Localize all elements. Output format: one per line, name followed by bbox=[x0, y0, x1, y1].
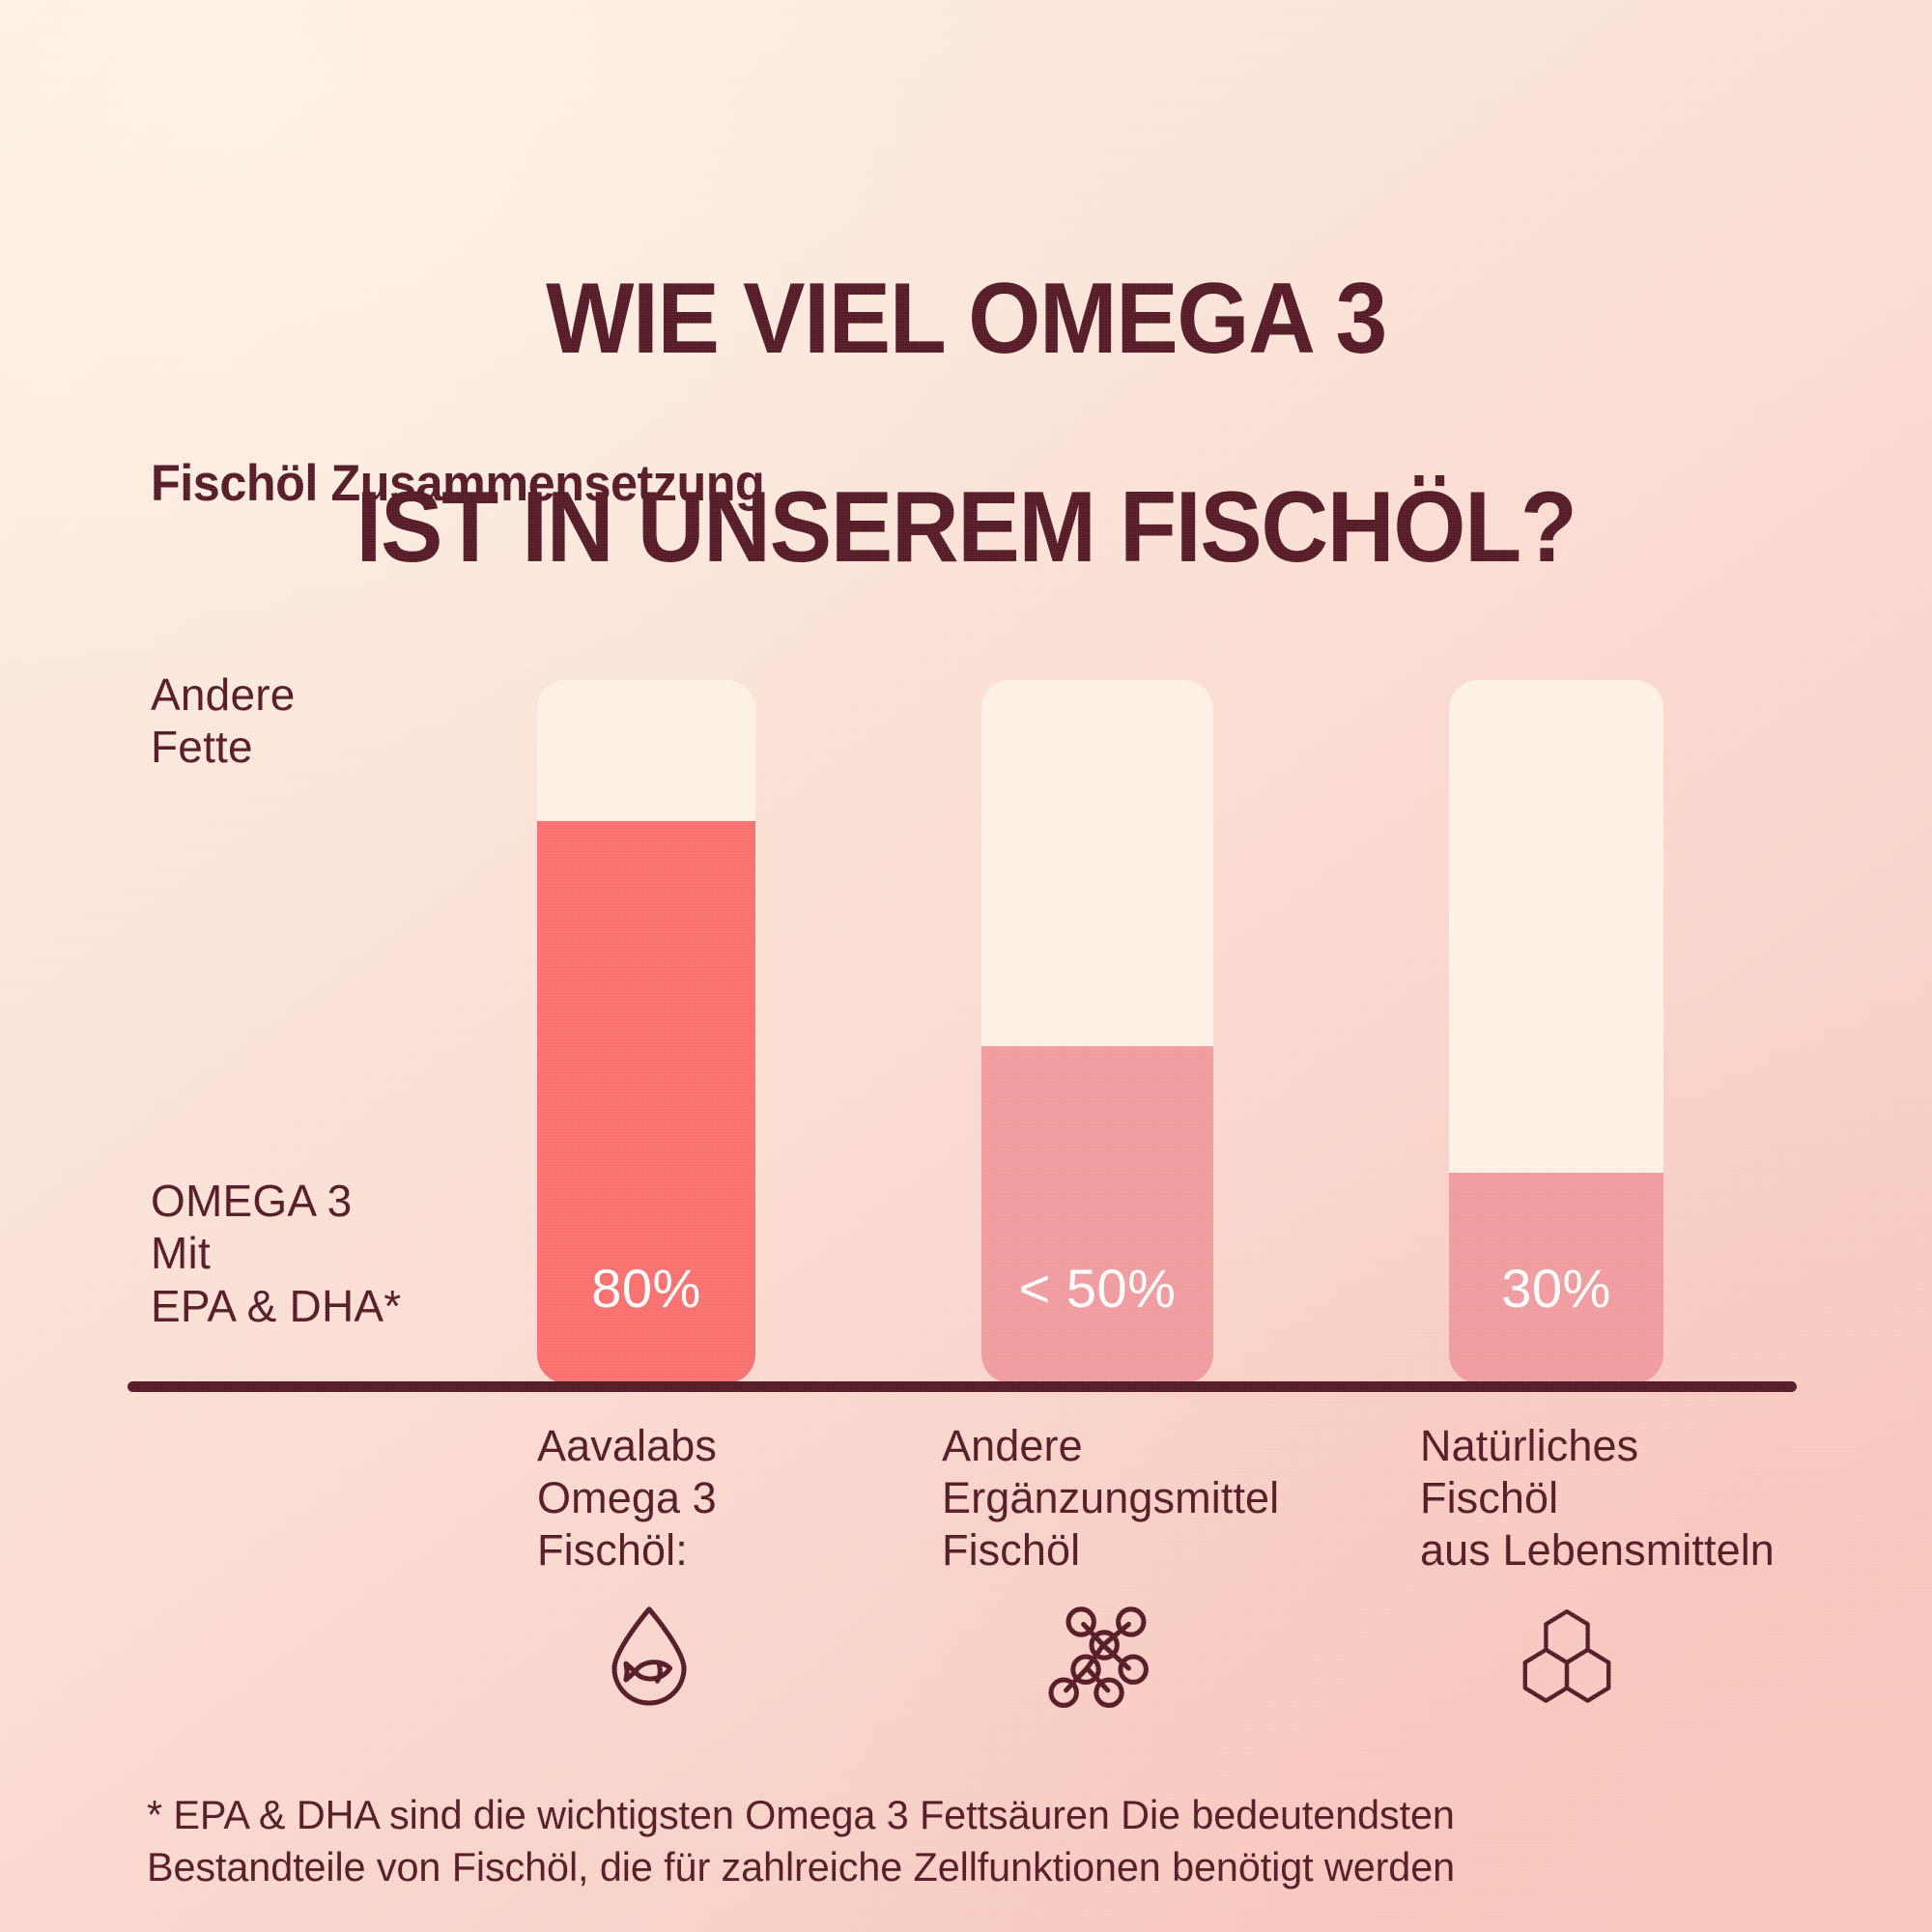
category-label-natural-fish-oil: Natürliches Fischöl aus Lebensmitteln bbox=[1420, 1421, 1775, 1575]
bar-column-other-supplements: < 50% bbox=[981, 680, 1213, 1383]
page-title-line-2: IST IN UNSEREM FISCHÖL? bbox=[355, 471, 1577, 584]
molecule-icon bbox=[1045, 1599, 1161, 1715]
axis-label-omega-3: OMEGA 3 Mit EPA & DHA* bbox=[151, 1176, 402, 1331]
chart-subtitle: Fischöl Zusammensetzung bbox=[151, 455, 765, 512]
page-title: WIE VIEL OMEGA 3 IST IN UNSEREM FISCHÖL? bbox=[68, 162, 1864, 685]
bar-fill-omega3: 80% bbox=[537, 820, 755, 1383]
category-label-aavalabs: Aavalabs Omega 3 Fischöl: bbox=[537, 1421, 717, 1575]
bar-column-natural-fish-oil: 30% bbox=[1449, 680, 1663, 1383]
fish-drop-icon bbox=[591, 1599, 707, 1715]
bar-column-aavalabs: 80% bbox=[537, 680, 755, 1383]
page-title-line-1: WIE VIEL OMEGA 3 bbox=[546, 262, 1387, 375]
honeycomb-icon bbox=[1509, 1599, 1625, 1715]
category-label-other-supplements: Andere Ergänzungsmittel Fischöl bbox=[942, 1421, 1280, 1575]
bar-value-label: 80% bbox=[591, 1258, 701, 1319]
footnote-text: * EPA & DHA sind die wichtigsten Omega 3… bbox=[147, 1792, 1456, 1889]
chart-baseline-axis bbox=[128, 1381, 1797, 1392]
bar-value-label: 30% bbox=[1501, 1258, 1611, 1319]
bar-fill-omega3: < 50% bbox=[981, 1045, 1213, 1383]
axis-label-other-fats: Andere Fette bbox=[151, 669, 296, 773]
bar-value-label: < 50% bbox=[1018, 1258, 1177, 1319]
bar-fill-omega3: 30% bbox=[1449, 1172, 1663, 1383]
